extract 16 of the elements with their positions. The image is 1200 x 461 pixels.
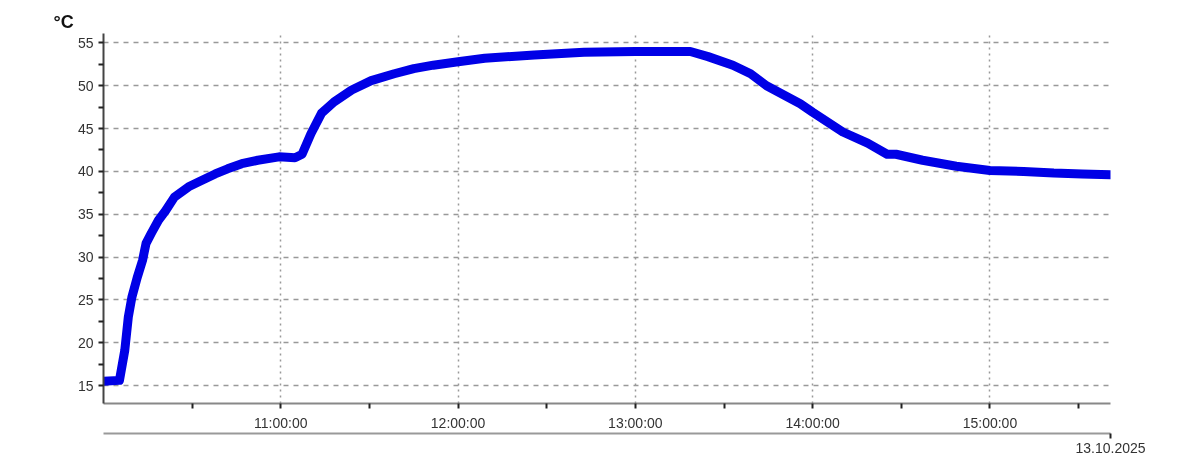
x-tick-label: 15:00:00 (962, 414, 1018, 431)
x-tick-label: 14:00:00 (785, 414, 841, 431)
y-tick-label: 35 (77, 206, 94, 223)
y-tick-label: 45 (77, 120, 94, 137)
y-tick-label: 25 (77, 291, 94, 308)
x-tick-label: 12:00:00 (430, 414, 486, 431)
y-tick-label: 40 (77, 163, 94, 180)
y-axis-title: °C (53, 11, 74, 32)
y-tick-label: 50 (77, 77, 94, 94)
y-tick-label: 55 (77, 34, 94, 51)
y-tick-label: 30 (77, 249, 94, 266)
x-tick-label: 13:00:00 (608, 414, 663, 431)
text: 13.10.2025 (1075, 439, 1146, 456)
y-tick-label: 20 (77, 334, 94, 351)
y-tick-label: 15 (77, 377, 94, 394)
x-tick-label: 11:00:00 (254, 414, 308, 431)
